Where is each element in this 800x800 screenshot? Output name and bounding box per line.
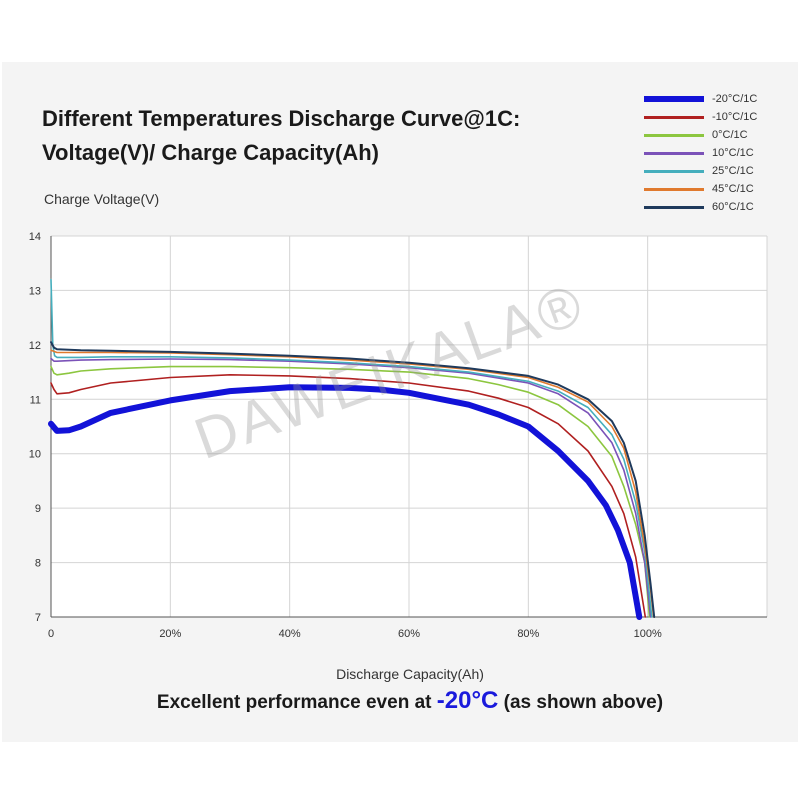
y-tick-label: 13 — [29, 285, 41, 297]
y-tick-label: 10 — [29, 449, 41, 461]
x-tick-label: 80% — [517, 628, 539, 640]
y-tick-label: 8 — [35, 558, 41, 570]
legend-item: 25°C/1C — [644, 162, 794, 180]
caption-post: (as shown above) — [498, 692, 664, 713]
legend-item: 10°C/1C — [644, 144, 794, 162]
legend-swatch — [644, 169, 704, 173]
series-line — [48, 384, 643, 620]
legend-label: -10°C/1C — [712, 111, 758, 123]
x-tick-label: 60% — [398, 628, 420, 640]
series-line — [50, 278, 653, 618]
series-line — [50, 365, 651, 618]
y-tick-label: 11 — [30, 394, 41, 406]
legend: -20°C/1C -10°C/1C 0°C/1C 10°C/1C 25°C/1C 45°C… — [644, 90, 794, 216]
legend-label: 45°C/1C — [712, 183, 754, 195]
legend-swatch — [644, 151, 704, 155]
x-tick-label: 20% — [159, 628, 181, 640]
series-line — [50, 374, 647, 618]
x-tick-label: 0 — [48, 628, 54, 640]
legend-label: 25°C/1C — [712, 165, 754, 177]
y-axis-label: Charge Voltage(V) — [44, 191, 160, 207]
series-line — [50, 341, 656, 618]
legend-swatch — [644, 96, 704, 102]
series-line — [50, 357, 652, 618]
legend-label: 60°C/1C — [712, 201, 754, 213]
legend-swatch — [644, 205, 704, 209]
legend-swatch — [644, 115, 704, 119]
legend-swatch — [644, 187, 704, 191]
caption-highlight: -20°C — [436, 687, 499, 714]
legend-label: 0°C/1C — [712, 129, 748, 141]
legend-item: -10°C/1C — [644, 108, 794, 126]
y-tick-label: 9 — [35, 503, 41, 515]
y-tick-label: 14 — [29, 231, 41, 243]
title-line-1: Different Temperatures Discharge Curve@1… — [42, 106, 521, 131]
legend-label: 10°C/1C — [712, 147, 754, 159]
title-line-2: Voltage(V)/ Charge Capacity(Ah) — [42, 140, 379, 165]
legend-swatch — [644, 133, 704, 137]
x-tick-label: 100% — [634, 628, 662, 640]
x-tick-label: 40% — [279, 628, 301, 640]
series-line — [50, 349, 655, 618]
y-tick-label: 7 — [35, 612, 41, 624]
y-tick-label: 12 — [29, 340, 41, 352]
legend-item: 45°C/1C — [644, 180, 794, 198]
legend-label: -20°C/1C — [712, 93, 758, 105]
caption: Excellent performance even at -20°C (as … — [0, 687, 800, 715]
legend-item: 0°C/1C — [644, 126, 794, 144]
chart-title: Different Temperatures Discharge Curve@1… — [42, 102, 602, 170]
legend-item: -20°C/1C — [644, 90, 794, 108]
legend-item: 60°C/1C — [644, 198, 794, 216]
caption-pre: Excellent performance even at — [156, 692, 437, 713]
x-axis-label: Discharge Capacity(Ah) — [336, 666, 484, 682]
